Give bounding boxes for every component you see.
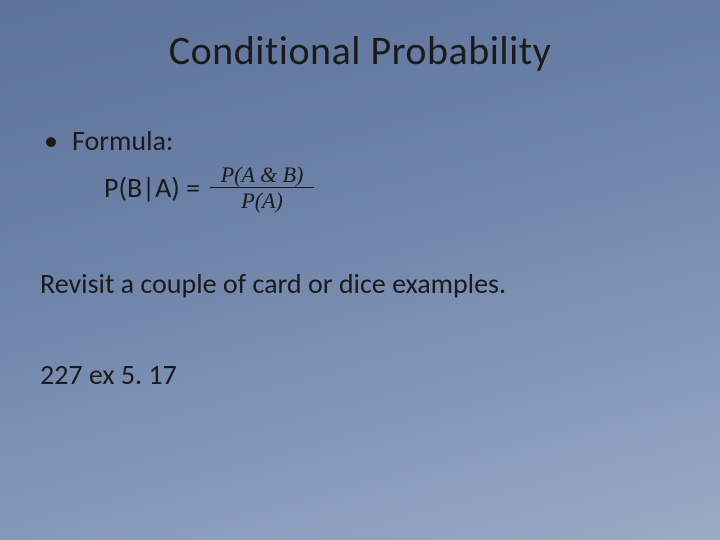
formula-line: P(B|A) = P(A & B) P(A) [104,162,680,214]
formula-denominator: P(A) [237,188,287,213]
bullet-label: Formula: [72,123,173,158]
slide: Conditional Probability • Formula: P(B|A… [0,0,720,540]
bullet-icon: • [44,123,72,158]
slide-title: Conditional Probability [40,26,680,75]
slide-body: • Formula: P(B|A) = P(A & B) P(A) Revisi… [40,123,680,392]
formula-fraction: P(A & B) P(A) [210,162,314,214]
bullet-row-formula: • Formula: [44,123,680,158]
reference-line: 227 ex 5. 17 [40,357,680,392]
revisit-line: Revisit a couple of card or dice example… [40,266,680,301]
formula-numerator: P(A & B) [217,162,308,187]
formula-lhs: P(B|A) = [104,170,200,205]
